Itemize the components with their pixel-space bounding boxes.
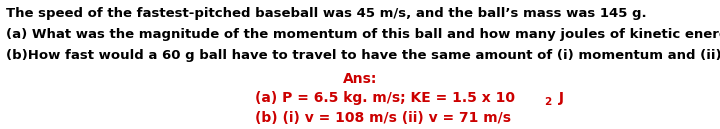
Text: J: J [554,91,564,105]
Text: 2: 2 [544,97,552,107]
Text: (b)How fast would a 60 g ball have to travel to have the same amount of (i) mome: (b)How fast would a 60 g ball have to tr… [6,49,720,62]
Text: Ans:: Ans: [343,72,377,86]
Text: (a) What was the magnitude of the momentum of this ball and how many joules of k: (a) What was the magnitude of the moment… [6,28,720,41]
Text: (b) (i) v = 108 m/s (ii) v = 71 m/s: (b) (i) v = 108 m/s (ii) v = 71 m/s [255,111,511,125]
Text: (a) P = 6.5 kg. m/s; KE = 1.5 x 10: (a) P = 6.5 kg. m/s; KE = 1.5 x 10 [255,91,515,105]
Text: The speed of the fastest-pitched baseball was 45 m/s, and the ball’s mass was 14: The speed of the fastest-pitched basebal… [6,7,647,20]
